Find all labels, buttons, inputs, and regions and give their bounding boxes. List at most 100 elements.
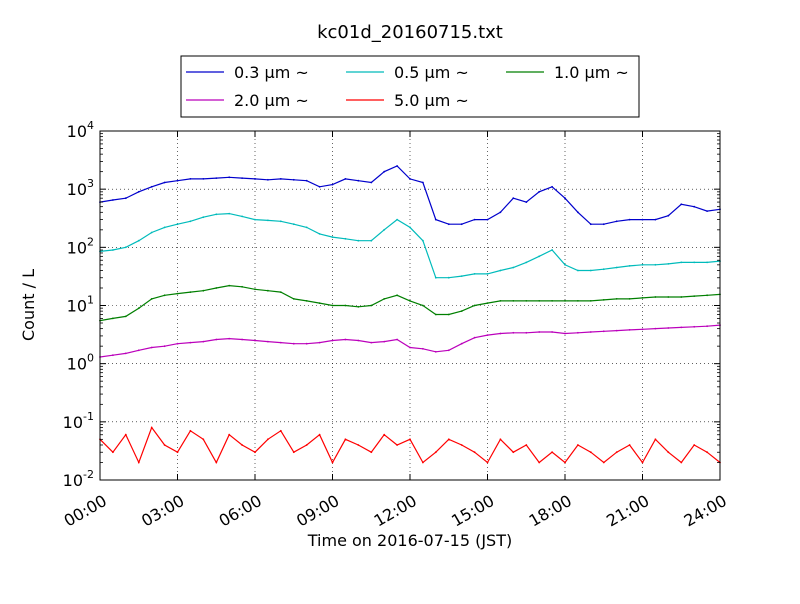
legend-label: 5.0 μm ~ — [394, 91, 469, 110]
data-point — [486, 218, 489, 221]
data-point — [163, 444, 166, 446]
data-point — [331, 183, 334, 186]
data-point — [176, 179, 179, 182]
data-point — [654, 438, 657, 441]
data-point — [396, 218, 398, 221]
y-tick-labels: 10-2 10-1 100 101 102 103 104 — [63, 119, 94, 490]
data-point — [189, 429, 192, 432]
data-point — [577, 331, 579, 334]
data-point — [396, 338, 398, 341]
data-point — [228, 176, 231, 179]
data-point — [538, 461, 541, 464]
data-point — [228, 212, 231, 215]
data-point — [137, 461, 140, 464]
data-point — [589, 223, 592, 226]
data-point — [267, 289, 269, 292]
data-point — [163, 226, 166, 229]
data-point — [706, 294, 708, 297]
data-point — [551, 185, 553, 188]
data-point — [357, 179, 360, 182]
data-point — [422, 304, 424, 307]
data-point — [628, 298, 631, 300]
data-point — [499, 211, 502, 214]
data-point — [551, 451, 553, 454]
data-point — [112, 451, 114, 454]
data-point — [112, 199, 114, 201]
data-point — [447, 276, 450, 279]
data-point — [422, 181, 424, 184]
data-point — [137, 307, 140, 310]
data-point — [680, 326, 683, 329]
data-point — [538, 300, 541, 302]
data-point — [564, 263, 566, 266]
data-point — [150, 346, 153, 349]
data-point — [150, 426, 153, 429]
data-point — [693, 325, 696, 328]
chart-title: kc01d_20160715.txt — [317, 22, 503, 43]
data-point — [667, 214, 670, 217]
data-point — [279, 429, 282, 432]
data-point — [564, 332, 566, 335]
data-point — [602, 461, 605, 464]
data-point — [422, 461, 424, 464]
data-point — [202, 340, 205, 343]
data-point — [318, 433, 321, 436]
y-tick-label: 102 — [67, 235, 94, 257]
data-point — [124, 246, 127, 249]
data-point — [305, 300, 308, 302]
data-point — [383, 170, 386, 173]
y-tick-label: 103 — [67, 177, 94, 199]
data-point — [344, 304, 347, 307]
data-point — [422, 239, 424, 242]
data-point — [538, 255, 541, 258]
legend-label: 0.5 μm ~ — [394, 63, 469, 82]
data-point — [460, 310, 463, 312]
axis-ticks — [99, 130, 721, 481]
data-point — [215, 213, 218, 216]
data-point — [409, 438, 411, 441]
y-tick-label: 104 — [67, 119, 94, 141]
data-point — [667, 296, 670, 298]
data-point — [706, 451, 708, 454]
data-point — [189, 220, 192, 223]
data-point — [641, 461, 644, 464]
data-point — [589, 331, 592, 333]
data-point — [512, 331, 515, 334]
data-point — [628, 265, 631, 267]
data-point — [564, 461, 566, 464]
data-point — [499, 269, 502, 272]
data-point — [331, 304, 334, 307]
data-point — [525, 444, 528, 446]
data-point — [434, 313, 437, 316]
data-point — [460, 342, 463, 345]
data-point — [137, 239, 140, 242]
data-point — [589, 269, 592, 272]
data-point — [602, 268, 605, 271]
data-point — [564, 197, 566, 200]
data-point — [163, 345, 166, 348]
data-point — [112, 249, 114, 251]
data-point — [434, 451, 437, 454]
data-point — [525, 261, 528, 264]
data-point — [344, 438, 347, 441]
data-point — [693, 295, 696, 297]
data-point — [176, 342, 179, 345]
data-point — [615, 451, 618, 454]
data-point — [680, 203, 683, 206]
data-point — [641, 297, 644, 299]
data-point — [383, 433, 386, 436]
data-point — [241, 444, 244, 446]
data-point — [460, 275, 463, 277]
data-point — [241, 338, 244, 341]
data-point — [150, 298, 153, 300]
data-point — [473, 218, 476, 221]
data-point — [279, 220, 282, 223]
data-point — [215, 338, 218, 341]
data-point — [551, 300, 553, 302]
data-point — [538, 190, 541, 193]
data-point — [409, 178, 411, 180]
data-point — [331, 339, 334, 342]
data-point — [370, 341, 373, 344]
data-point — [331, 236, 334, 239]
legend: 0.3 μm ~ 0.5 μm ~ 1.0 μm ~ 2.0 μm ~ 5.0 μm ~ — [180, 55, 640, 118]
